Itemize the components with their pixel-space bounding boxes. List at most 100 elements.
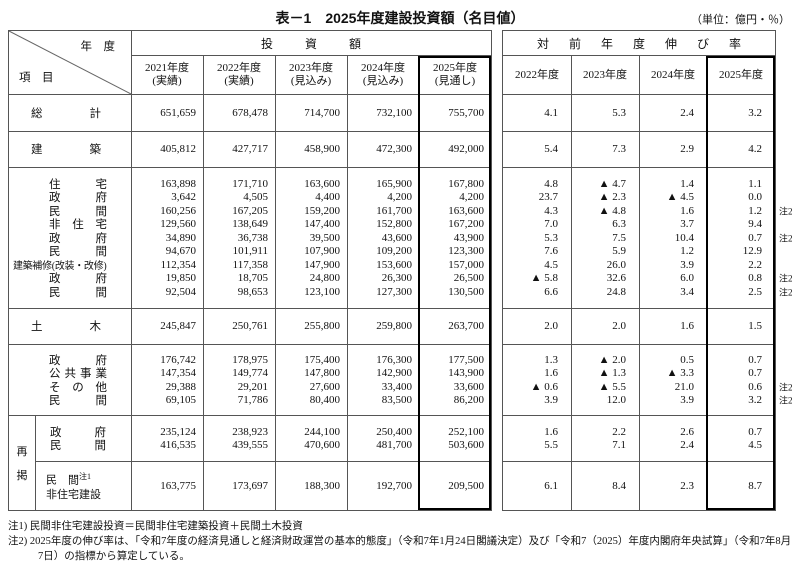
amount-cell: 178,975 [232, 353, 268, 366]
rate-cell: ▲ 4.8 [598, 204, 626, 217]
amount-cell: 71,786 [237, 394, 268, 407]
corner-year-label: 年 度 [80, 41, 116, 53]
row-label: 総計 [31, 107, 101, 120]
amount-cell: 29,201 [237, 380, 268, 393]
rate-cell: 0.8 [748, 272, 762, 285]
rate-cell: 0.5 [680, 353, 694, 366]
left-table-body: 総計 651,659 678,478 714,700 732,100 755,700 建築 4… [9, 95, 491, 510]
column-header: 2025年度 (見通し) [419, 56, 491, 94]
amount-cell: 24,800 [309, 272, 340, 285]
amount-cell: 250,400 [376, 425, 412, 438]
table-row: 4.1 5.3 2.4 3.2 [503, 106, 775, 120]
amount-cell: 153,600 [376, 258, 412, 271]
amount-cell: 157,000 [448, 258, 484, 271]
amount-cell: 177,500 [448, 353, 484, 366]
rate-cell: 12.9 [742, 245, 762, 258]
amount-cell: 755,700 [448, 106, 484, 119]
rate-cell: 5.9 [612, 245, 626, 258]
amount-cell: 259,800 [376, 320, 412, 333]
row-label-cell: 民間 [9, 284, 131, 300]
amount-cell: 109,200 [376, 245, 412, 258]
amount-cell: 171,710 [232, 177, 268, 190]
rekei-section: 再掲政府 235,124 238,923 244,100 250,400 252,100 民… [9, 415, 491, 510]
table-row: 1.6 ▲ 1.3 ▲ 3.3 0.7 [503, 367, 775, 381]
row-label: 政府 [49, 232, 107, 245]
rate-cell: ▲ 0.6 [530, 380, 558, 393]
rate-cell: 5.4 [544, 143, 558, 156]
table-row: 民間 92,504 98,653 123,100 127,300 130,500 [9, 285, 491, 299]
rate-cell: 4.1 [544, 106, 558, 119]
rate-cell: 1.2 [680, 245, 694, 258]
rate-cell: ▲ 2.0 [598, 353, 626, 366]
amount-cell: 36,738 [237, 231, 268, 244]
amount-cell: 244,100 [304, 425, 340, 438]
row-group: 民 間注1 非住宅建設 163,775 173,697 188,300 192,700 20… [36, 461, 491, 510]
left-table-header: 年 度 項 目 投 資 額 2021年度 (実績) 2022年度 (実績) 2023年度… [9, 31, 491, 95]
amount-cell: 33,400 [381, 380, 412, 393]
amount-cell: 160,256 [160, 204, 196, 217]
right-table-header: 対 前 年 度 伸 び 率 2022年度 2023年度 2024年度 2025年度 [503, 31, 775, 95]
amount-cell: 112,354 [160, 258, 196, 271]
amount-cell: 127,300 [376, 285, 412, 298]
column-divider [639, 56, 640, 510]
amount-cell: 152,800 [376, 218, 412, 231]
row-label: 公共事業 [49, 368, 107, 381]
column-divider [419, 56, 420, 510]
table-row: 3.9 12.0 3.9 3.2 注2 [503, 394, 792, 408]
amount-cell: 439,555 [232, 439, 268, 452]
row-group: 2.0 2.0 1.6 1.5 [503, 307, 775, 345]
row-label: 非住宅 [49, 219, 107, 232]
amount-cell: 209,500 [448, 480, 484, 492]
footnote-ref: 注2 [779, 395, 793, 406]
row-label: 民間 [49, 395, 107, 408]
rate-cell: 0.6 [748, 380, 762, 393]
rate-cell: 0.0 [748, 191, 762, 204]
amount-cell: 188,300 [304, 480, 340, 492]
footnotes: 注1) 民間非住宅建設投資＝民間非住宅建築投資＋民間土木投資 注2) 2025年… [8, 519, 794, 564]
amount-cell: 4,400 [315, 191, 340, 204]
amount-cell: 503,600 [448, 439, 484, 452]
rekei-groups: 政府 235,124 238,923 244,100 250,400 252,100 民間 4… [36, 416, 491, 510]
amount-cell: 167,800 [448, 177, 484, 190]
amount-cell: 39,500 [309, 231, 340, 244]
rate-cell: 3.9 [680, 394, 694, 407]
column-header-note: (実績) [152, 75, 182, 87]
amount-cell: 159,200 [304, 204, 340, 217]
rate-cell: 7.1 [612, 439, 626, 452]
amount-cell: 19,850 [165, 272, 196, 285]
amount-cell: 173,697 [232, 480, 268, 492]
rate-cell: 2.5 [748, 285, 762, 298]
amount-cell: 33,600 [453, 380, 484, 393]
table-row: 民間 416,535 439,555 470,600 481,700 503,600 [36, 439, 491, 452]
table-row: その他 29,388 29,201 27,600 33,400 33,600 [9, 380, 491, 394]
row-label-cell: 建築補修(改装・改修) [9, 257, 131, 272]
column-header: 2024年度 [651, 68, 695, 81]
column-header-year: 2025年度 [433, 62, 477, 74]
row-label-line1: 民 間注1 [46, 470, 131, 488]
rate-cell: 3.4 [680, 285, 694, 298]
column-header-year: 2022年度 [217, 62, 261, 74]
rate-cell: 2.2 [748, 258, 762, 271]
row-label: 住宅 [49, 178, 107, 191]
rate-cell: 4.3 [544, 204, 558, 217]
rekei-label-char: 再 [16, 446, 28, 458]
row-group: 4.1 5.3 2.4 3.2 [503, 95, 775, 131]
amount-cell: 252,100 [448, 425, 484, 438]
amount-cell: 714,700 [304, 106, 340, 119]
row-label-cell: 政府 [9, 352, 131, 368]
table-row: ▲ 5.8 32.6 6.0 0.8 注2 [503, 272, 793, 286]
amount-cell: 80,400 [309, 394, 340, 407]
amount-cell: 147,900 [304, 258, 340, 271]
rate-cell: ▲ 1.3 [598, 367, 626, 380]
row-group: 総計 651,659 678,478 714,700 732,100 755,700 [9, 95, 491, 131]
row-label: 民間 [49, 246, 107, 259]
amount-cell: 427,717 [232, 143, 268, 156]
amount-cell: 245,847 [160, 320, 196, 333]
amount-cell: 29,388 [165, 380, 196, 393]
amount-cell: 34,890 [165, 231, 196, 244]
column-header-year: 2021年度 [145, 62, 189, 74]
row-label-cell: 政府 [9, 189, 131, 205]
rate-cell: 1.5 [748, 320, 762, 333]
rate-cell: 23.7 [538, 191, 558, 204]
